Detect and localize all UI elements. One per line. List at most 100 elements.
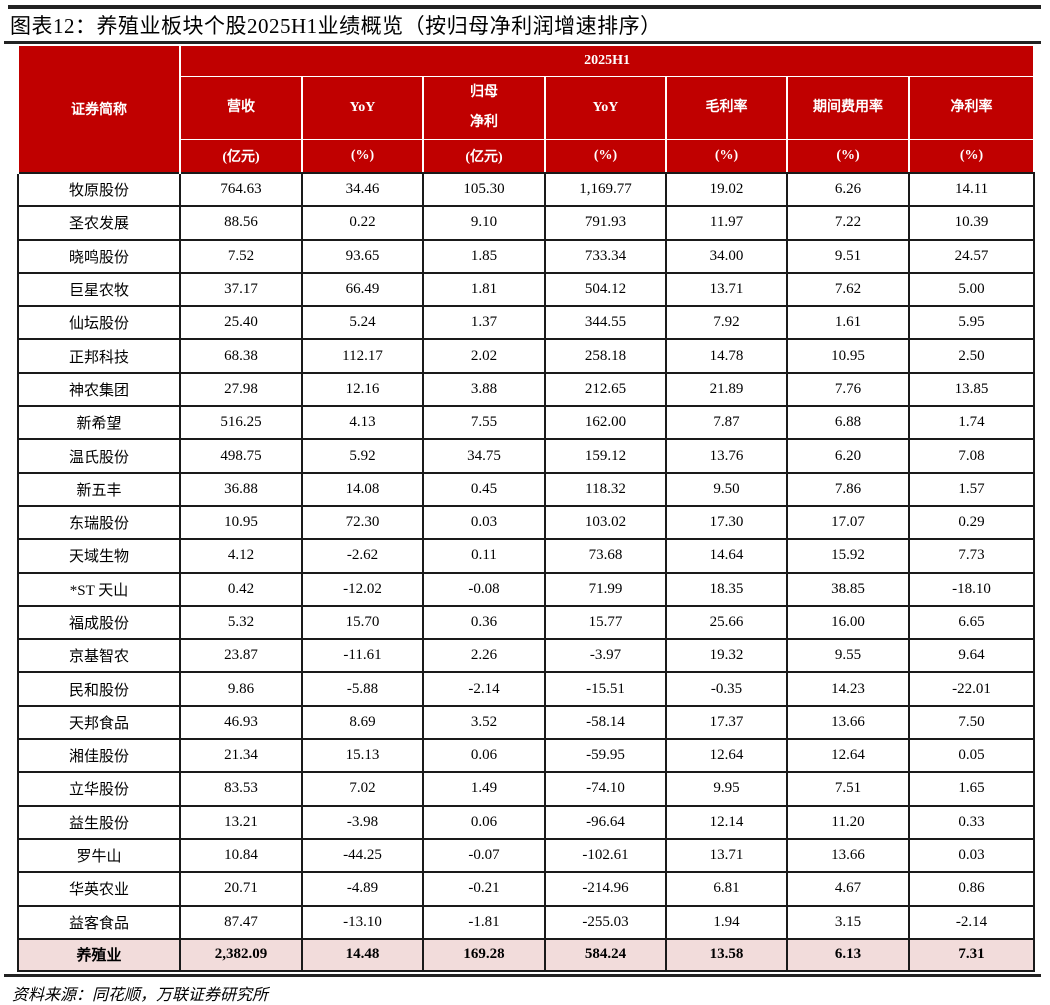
cell-net-profit-yoy: 344.55 xyxy=(544,305,667,341)
header-revenue-yoy: YoY xyxy=(301,76,424,140)
total-net-profit: 169.28 xyxy=(422,937,546,972)
cell-net-profit-yoy: -74.10 xyxy=(544,771,667,807)
cell-expense-ratio: 6.88 xyxy=(786,405,910,441)
cell-net-profit-yoy: 73.68 xyxy=(544,538,667,574)
cell-net-profit: 0.45 xyxy=(422,471,546,507)
cell-gross-margin: 14.78 xyxy=(665,338,788,374)
total-gross-margin: 13.58 xyxy=(665,937,788,972)
cell-stock-name: 圣农发展 xyxy=(17,205,181,241)
cell-net-profit-yoy: 71.99 xyxy=(544,571,667,607)
header-net-profit-line2: 净利 xyxy=(470,115,498,130)
total-revenue: 2,382.09 xyxy=(179,937,303,972)
table-row: 温氏股份 498.75 5.92 34.75 159.12 13.76 6.20 7.08 xyxy=(17,438,1036,474)
cell-gross-margin: 9.50 xyxy=(665,471,788,507)
cell-net-profit: 1.49 xyxy=(422,771,546,807)
cell-stock-name: 天邦食品 xyxy=(17,704,181,741)
total-row: 养殖业 2,382.09 14.48 169.28 584.24 13.58 6.13 7.3… xyxy=(17,937,1036,972)
cell-net-margin: 5.00 xyxy=(907,271,1036,308)
cell-revenue-yoy: 8.69 xyxy=(301,704,424,741)
total-revenue-yoy: 14.48 xyxy=(301,937,424,972)
cell-expense-ratio: 10.95 xyxy=(786,338,910,374)
cell-net-margin: 7.08 xyxy=(907,438,1036,474)
cell-expense-ratio: 13.66 xyxy=(786,837,910,874)
cell-net-margin: 13.85 xyxy=(907,371,1036,408)
cell-net-profit: 1.37 xyxy=(422,305,546,341)
table-row: 神农集团 27.98 12.16 3.88 212.65 21.89 7.76 13.85 xyxy=(17,371,1036,408)
table-row: 圣农发展 88.56 0.22 9.10 791.93 11.97 7.22 10.39 xyxy=(17,205,1036,241)
cell-net-profit: -0.07 xyxy=(422,837,546,874)
cell-revenue: 87.47 xyxy=(179,904,303,940)
cell-net-profit-yoy: 103.02 xyxy=(544,504,667,541)
cell-net-margin: -22.01 xyxy=(907,671,1036,707)
cell-revenue-yoy: 5.92 xyxy=(301,438,424,474)
cell-expense-ratio: 7.76 xyxy=(786,371,910,408)
cell-revenue-yoy: -5.88 xyxy=(301,671,424,707)
cell-stock-name: 巨星农牧 xyxy=(17,271,181,308)
table-row: 牧原股份 764.63 34.46 105.30 1,169.77 19.02 6.26 14… xyxy=(17,171,1036,208)
cell-stock-name: 神农集团 xyxy=(17,371,181,408)
table-row: 巨星农牧 37.17 66.49 1.81 504.12 13.71 7.62 5.00 xyxy=(17,271,1036,308)
cell-revenue-yoy: 14.08 xyxy=(301,471,424,507)
cell-stock-name: 益生股份 xyxy=(17,804,181,840)
cell-gross-margin: 9.95 xyxy=(665,771,788,807)
cell-stock-name: 新希望 xyxy=(17,405,181,441)
cell-net-profit-yoy: -214.96 xyxy=(544,871,667,907)
header-gross-margin: 毛利率 xyxy=(665,76,788,140)
cell-revenue-yoy: 34.46 xyxy=(301,171,424,208)
header-period: 2025H1 xyxy=(178,45,1036,77)
cell-gross-margin: 34.00 xyxy=(665,238,788,274)
cell-stock-name: 民和股份 xyxy=(17,671,181,707)
cell-gross-margin: 12.64 xyxy=(665,738,788,774)
table-row: 仙坛股份 25.40 5.24 1.37 344.55 7.92 1.61 5.95 xyxy=(17,305,1036,341)
cell-net-margin: 0.86 xyxy=(907,871,1036,907)
unit-revenue-yoy: (%) xyxy=(301,139,424,174)
cell-stock-name: 温氏股份 xyxy=(17,438,181,474)
cell-expense-ratio: 3.15 xyxy=(786,904,910,940)
header-net-profit: 归母 净利 xyxy=(422,76,546,140)
cell-revenue: 516.25 xyxy=(179,405,303,441)
table-row: 东瑞股份 10.95 72.30 0.03 103.02 17.30 17.07 0.29 xyxy=(17,504,1036,541)
cell-expense-ratio: 7.86 xyxy=(786,471,910,507)
cell-stock-name: 晓鸣股份 xyxy=(17,238,181,274)
cell-revenue: 68.38 xyxy=(179,338,303,374)
cell-gross-margin: 14.64 xyxy=(665,538,788,574)
total-net-profit-yoy: 584.24 xyxy=(544,937,667,972)
cell-net-margin: 1.74 xyxy=(907,405,1036,441)
cell-revenue: 20.71 xyxy=(179,871,303,907)
cell-net-profit: 1.81 xyxy=(422,271,546,308)
cell-revenue: 7.52 xyxy=(179,238,303,274)
cell-gross-margin: 7.92 xyxy=(665,305,788,341)
cell-revenue-yoy: -4.89 xyxy=(301,871,424,907)
cell-expense-ratio: 11.20 xyxy=(786,804,910,840)
cell-net-profit-yoy: 15.77 xyxy=(544,604,667,641)
cell-net-profit-yoy: 118.32 xyxy=(544,471,667,507)
total-expense-ratio: 6.13 xyxy=(786,937,910,972)
table-row: 晓鸣股份 7.52 93.65 1.85 733.34 34.00 9.51 24.57 xyxy=(17,238,1036,274)
cell-gross-margin: 19.02 xyxy=(665,171,788,208)
cell-net-margin: 0.33 xyxy=(907,804,1036,840)
cell-expense-ratio: 12.64 xyxy=(786,738,910,774)
cell-net-profit-yoy: 258.18 xyxy=(544,338,667,374)
unit-net-margin: (%) xyxy=(907,139,1036,174)
cell-revenue-yoy: -11.61 xyxy=(301,638,424,674)
table-row: 新五丰 36.88 14.08 0.45 118.32 9.50 7.86 1.57 xyxy=(17,471,1036,507)
total-stock-name: 养殖业 xyxy=(17,937,181,972)
cell-revenue-yoy: 15.13 xyxy=(301,738,424,774)
table-row: 民和股份 9.86 -5.88 -2.14 -15.51 -0.35 14.23 -22.01 xyxy=(17,671,1036,707)
cell-revenue-yoy: 93.65 xyxy=(301,238,424,274)
cell-gross-margin: 13.76 xyxy=(665,438,788,474)
cell-stock-name: 天域生物 xyxy=(17,538,181,574)
cell-gross-margin: 13.71 xyxy=(665,837,788,874)
cell-revenue-yoy: 112.17 xyxy=(301,338,424,374)
cell-revenue: 25.40 xyxy=(179,305,303,341)
source-note: 资料来源：同花顺，万联证券研究所 xyxy=(12,987,269,1004)
cell-expense-ratio: 7.62 xyxy=(786,271,910,308)
cell-net-margin: 7.73 xyxy=(907,538,1036,574)
unit-net-profit-yoy: (%) xyxy=(544,139,667,174)
cell-gross-margin: 1.94 xyxy=(665,904,788,940)
title-rule xyxy=(4,41,1041,44)
cell-expense-ratio: 6.20 xyxy=(786,438,910,474)
header-net-profit-yoy: YoY xyxy=(544,76,667,140)
table-row: 罗牛山 10.84 -44.25 -0.07 -102.61 13.71 13.66 0.03 xyxy=(17,837,1036,874)
cell-revenue-yoy: 5.24 xyxy=(301,305,424,341)
